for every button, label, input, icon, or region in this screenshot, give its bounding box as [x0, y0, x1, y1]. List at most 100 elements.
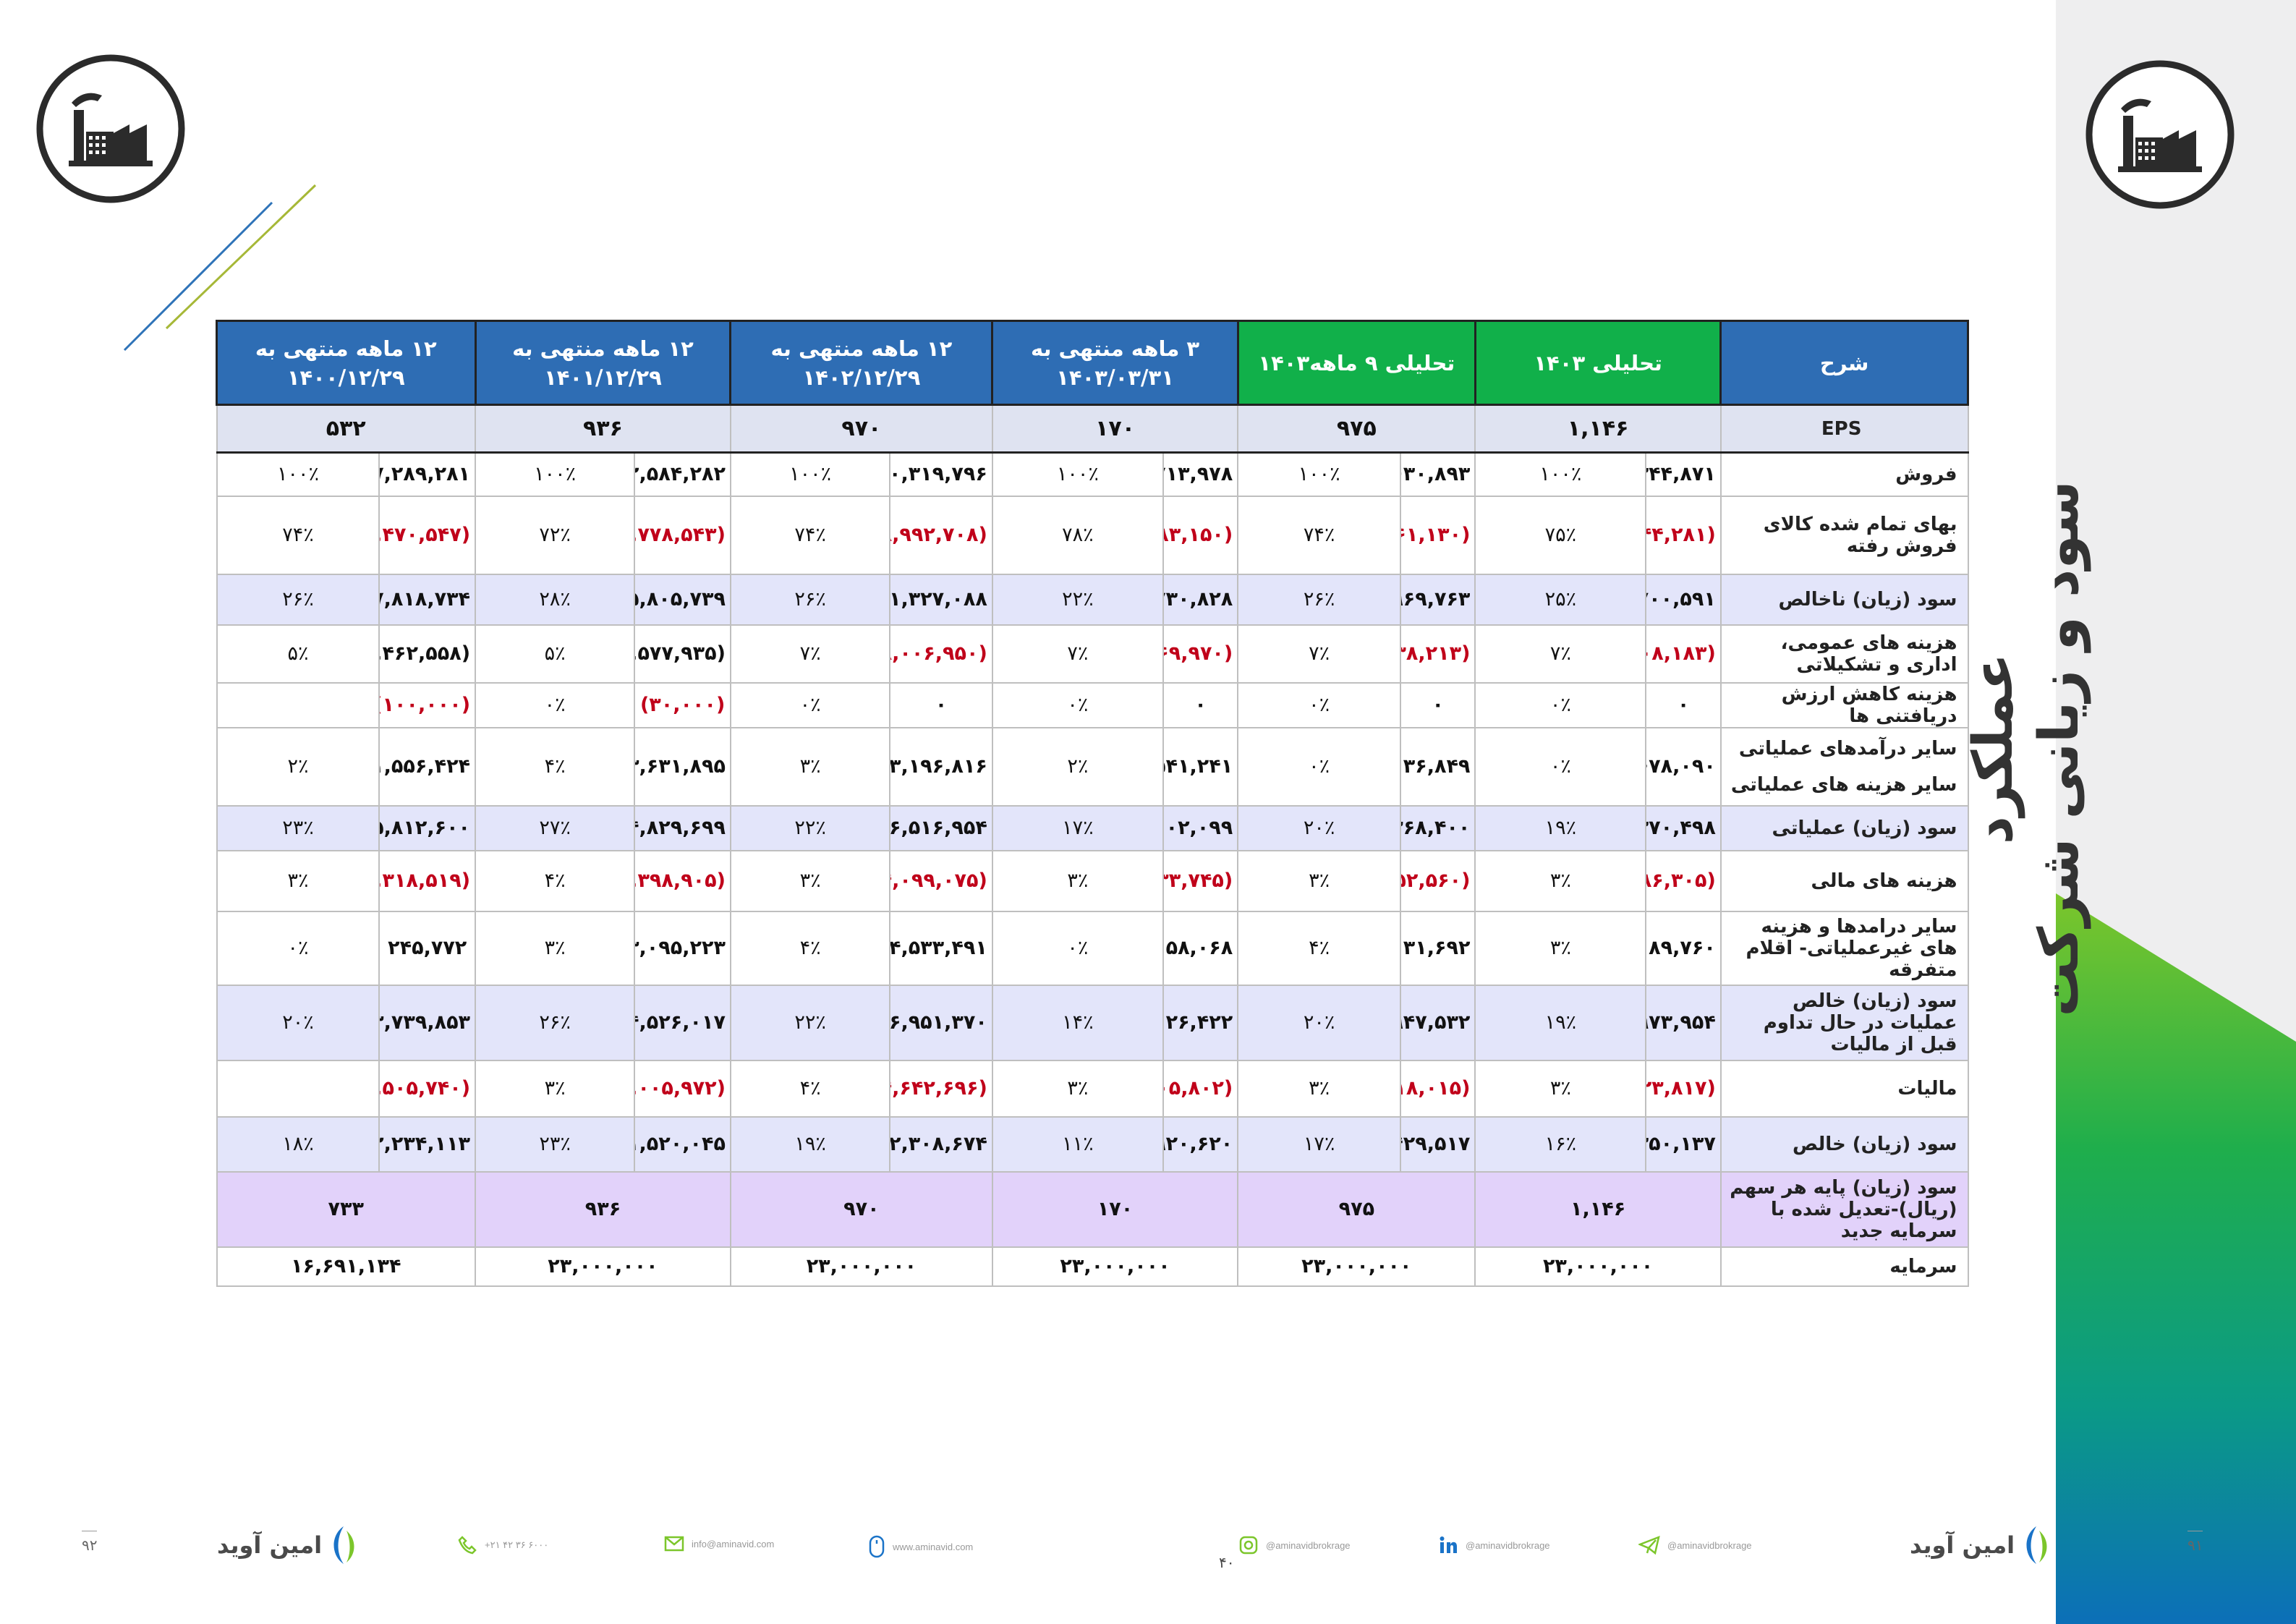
- capital-row: سرمایه ۲۳,۰۰۰,۰۰۰ ۲۳,۰۰۰,۰۰۰ ۲۳,۰۰۰,۰۰۰ ۲۳,۰…: [216, 1246, 1969, 1287]
- capital-value: ۲۳,۰۰۰,۰۰۰: [729, 1246, 993, 1287]
- value-cell: ۰: [1645, 681, 1722, 728]
- value-cell: ۱۳۶,۸۴۹: [1400, 726, 1476, 807]
- percent-cell: ۲۲٪: [991, 573, 1164, 626]
- percent-cell: ۷٪: [1237, 624, 1402, 684]
- value-cell: (۱,۵۰۵,۷۴۰): [378, 1059, 477, 1118]
- percent-cell: ۲۳٪: [216, 804, 380, 851]
- percent-cell: ۱۰۰٪: [991, 451, 1164, 497]
- percent-cell: ۳٪: [475, 1059, 636, 1118]
- percent-cell: ۳٪: [1474, 849, 1647, 912]
- percent-cell: ۲۶٪: [1237, 573, 1402, 626]
- percent-cell: [216, 1059, 380, 1118]
- brand-mark-icon: [333, 1526, 354, 1564]
- percent-cell: ۰٪: [729, 681, 891, 728]
- value-cell: (۴,۵۵۲,۵۶۰): [1400, 849, 1476, 912]
- value-cell: ۹۲,۵۸۴,۲۸۲: [634, 451, 731, 497]
- page-number-right: ۹۱: [2187, 1531, 2203, 1554]
- value-cell: (۱,۱۰۵,۸۰۲): [1162, 1059, 1239, 1118]
- percent-cell: ۲۰٪: [1237, 984, 1402, 1061]
- col-header-9m-1403: تحلیلی ۹ ماهه۱۴۰۳: [1236, 320, 1476, 406]
- eps-adjusted-value: ۱۷۰: [991, 1170, 1239, 1248]
- linkedin-icon: [1440, 1536, 1457, 1553]
- value-cell: ۲۶,۳۶۸,۴۰۰: [1400, 804, 1476, 851]
- table-row: فروش۱۶۸,۳۴۴,۸۷۱۱۰۰٪۱۳۳,۶۳۰,۸۹۳۱۰۰٪۳۴,۷۱۳…: [216, 451, 1969, 497]
- percent-cell: ۳٪: [991, 849, 1164, 912]
- value-cell: ۳,۹۲۰,۶۲۰: [1162, 1115, 1239, 1173]
- value-cell: (۴,۵۷۷,۹۳۵): [634, 624, 731, 684]
- eps-value: ۱,۱۴۶: [1474, 404, 1722, 454]
- green-blue-wedge: [2056, 893, 2296, 1624]
- percent-cell: ۴٪: [475, 849, 636, 912]
- row-label: سود (زیان) پایه هر سهم (ریال)-تعدیل شده …: [1719, 1170, 1969, 1248]
- value-cell: (۴,۶۴۲,۶۹۶): [889, 1059, 993, 1118]
- footer-phone[interactable]: +۲۱ ۴۲ ۳۶ ۶۰۰۰: [457, 1535, 548, 1555]
- percent-cell: ۲۵٪: [1474, 573, 1647, 626]
- center-number: ۴۰: [1219, 1554, 1235, 1571]
- row-label: سرمایه: [1719, 1246, 1969, 1287]
- percent-cell: ۲۲٪: [729, 804, 891, 851]
- eps-adjusted-value: ۹۳۶: [475, 1170, 731, 1248]
- value-cell: (۱,۰۳۳,۷۴۵): [1162, 849, 1239, 912]
- percent-cell: ۱۷٪: [1237, 1115, 1402, 1173]
- percent-cell: ۲۷٪: [475, 804, 636, 851]
- value-cell: ۲۲,۴۲۹,۵۱۷: [1400, 1115, 1476, 1173]
- row-label: بهای تمام شده کالای فروش رفته: [1719, 495, 1969, 575]
- percent-cell: ۳٪: [1237, 1059, 1402, 1118]
- brand-logo-left: امین آوید: [217, 1525, 360, 1565]
- eps-value: ۵۳۲: [216, 404, 477, 454]
- capital-value: ۲۳,۰۰۰,۰۰۰: [475, 1246, 731, 1287]
- percent-cell: ۷٪: [1474, 624, 1647, 684]
- phone-icon: [458, 1536, 477, 1555]
- percent-cell: ۵٪: [216, 624, 380, 684]
- eps-adjusted-row: سود (زیان) پایه هر سهم (ریال)-تعدیل شده …: [216, 1170, 1969, 1248]
- table-row: سود (زیان) ناخالص۴۲,۷۰۰,۵۹۱۲۵٪۳۴,۹۶۹,۷۶۳…: [216, 573, 1969, 626]
- percent-cell: ۳٪: [1474, 1059, 1647, 1118]
- value-cell: ۷,۷۳۰,۸۲۸: [1162, 573, 1239, 626]
- value-cell: ۵۴۱,۲۴۱: [1162, 726, 1239, 807]
- value-cell: ۰: [1400, 681, 1476, 728]
- percent-cell: ۱۶٪: [1474, 1115, 1647, 1173]
- footer-linkedin[interactable]: @aminavidbrokrage: [1438, 1535, 1550, 1555]
- percent-cell: ۲۰٪: [216, 984, 380, 1061]
- value-cell: ۳۱,۳۲۷,۰۸۸: [889, 573, 993, 626]
- percent-cell: ۱۰۰٪: [729, 451, 891, 497]
- footer-email[interactable]: info@aminavid.com: [664, 1535, 774, 1552]
- value-cell: ۴,۵۳۳,۴۹۱: [889, 910, 993, 986]
- footer-telegram[interactable]: @aminavidbrokrage: [1638, 1535, 1752, 1555]
- value-cell: ۰: [1162, 681, 1239, 728]
- percent-cell: ۷٪: [991, 624, 1164, 684]
- percent-cell: ۱۸٪: [216, 1115, 380, 1173]
- percent-cell: ۱۰۰٪: [216, 451, 380, 497]
- value-cell: ۳,۱۹۶,۸۱۶: [889, 726, 993, 807]
- mouse-icon: [869, 1535, 885, 1558]
- footer-website[interactable]: www.aminavid.com: [868, 1535, 973, 1558]
- percent-cell: ۰٪: [991, 681, 1164, 728]
- percent-cell: ۷۴٪: [216, 495, 380, 575]
- row-label: فروش: [1719, 451, 1969, 497]
- percent-cell: ۷٪: [729, 624, 891, 684]
- value-cell: ۱,۵۵۶,۴۲۴: [378, 726, 477, 807]
- percent-cell: [216, 681, 380, 728]
- percent-cell: ۴٪: [1237, 910, 1402, 986]
- value-cell: (۳,۴۶۲,۵۵۸): [378, 624, 477, 684]
- percent-cell: ۷۴٪: [729, 495, 891, 575]
- row-label: سایر درآمدهای عملیاتی سایر هزینه های عملی…: [1719, 726, 1969, 807]
- linkedin-text: @aminavidbrokrage: [1466, 1539, 1550, 1551]
- value-cell: (۸۸,۹۹۲,۷۰۸): [889, 495, 993, 575]
- value-cell: ۳۴,۷۱۳,۹۷۸: [1162, 451, 1239, 497]
- footer-instagram[interactable]: @aminavidbrokrage: [1238, 1535, 1351, 1555]
- percent-cell: ۲۶٪: [216, 573, 380, 626]
- percent-cell: ۰٪: [1474, 681, 1647, 728]
- telegram-icon: [1638, 1535, 1660, 1555]
- value-cell: (۸,۰۰۶,۹۵۰): [889, 624, 993, 684]
- brand-logo-right: امین آوید: [1910, 1525, 2052, 1565]
- value-cell: ۵,۱۸۹,۷۶۰: [1645, 910, 1722, 986]
- value-cell: ۶۷,۲۸۹,۲۸۱: [378, 451, 477, 497]
- value-cell: (۴,۰۹۹,۰۷۵): [889, 849, 993, 912]
- email-icon: [664, 1536, 684, 1552]
- capital-value: ۲۳,۰۰۰,۰۰۰: [1237, 1246, 1476, 1287]
- value-cell: ۳۴,۹۶۹,۷۶۳: [1400, 573, 1476, 626]
- eps-adjusted-value: ۹۷۵: [1237, 1170, 1476, 1248]
- percent-cell: ۳٪: [475, 910, 636, 986]
- brand-name: امین آوید: [217, 1531, 323, 1559]
